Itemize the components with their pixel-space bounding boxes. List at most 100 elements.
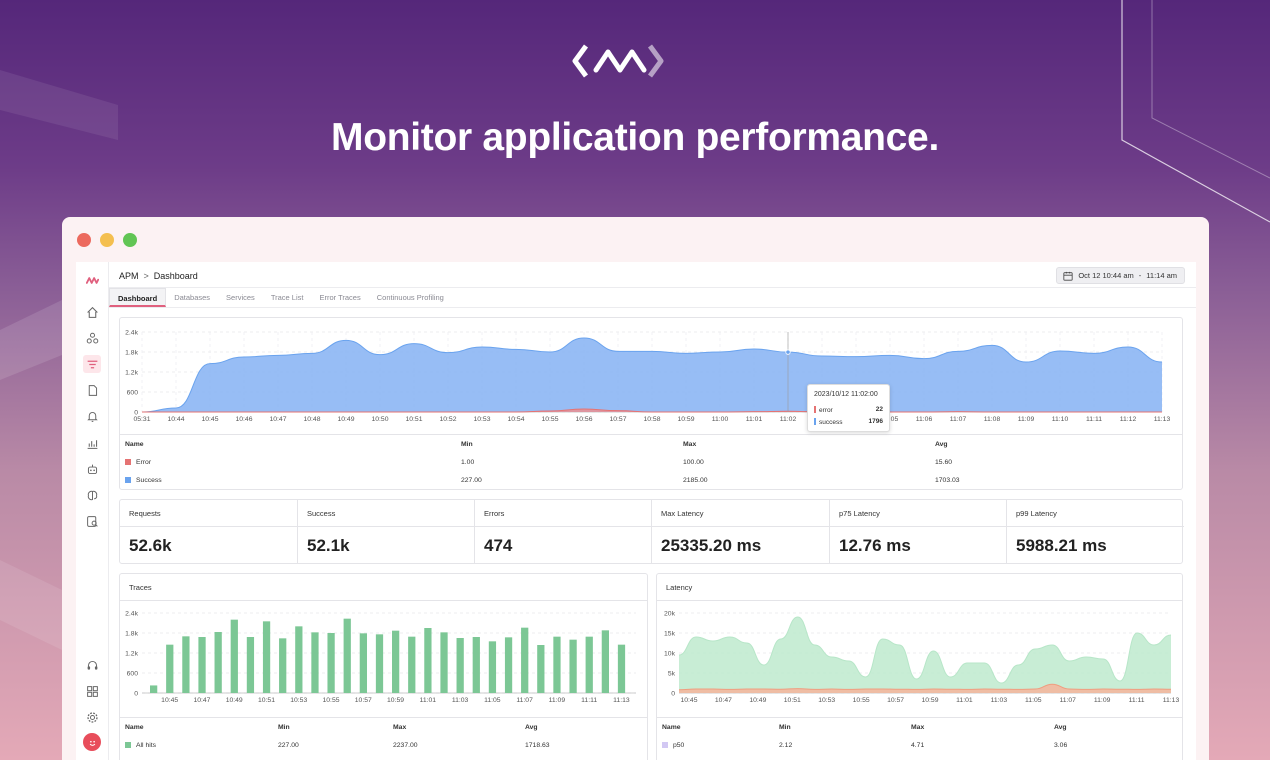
stat-p99-latency: p99 Latency 5988.21 ms — [1007, 500, 1184, 564]
bar — [392, 630, 400, 693]
tab-services[interactable]: Services — [226, 293, 255, 302]
traces-chart[interactable]: 0 600 1.2k 1.8k 2.4k 10:45 10:47 10:49 10:51 10:5… — [120, 601, 647, 717]
minimize-dot[interactable] — [100, 233, 114, 247]
stat-label: Success — [307, 509, 336, 518]
x-tick-label: 10:55 — [853, 697, 870, 704]
date-range-picker[interactable]: Oct 12 10:44 am - 11:14 am — [1056, 267, 1185, 284]
date-range-dash: - — [1138, 271, 1142, 280]
table-row[interactable]: p50 2.12 4.71 3.06 — [657, 736, 1182, 754]
tooltip-title: 2023/10/12 11:02:00 — [814, 391, 878, 398]
traces-card: Traces 0 600 1.2k 1.8k 2.4k 10:45 10:47 10:49 10… — [119, 573, 648, 760]
stat-value: 25335.20 ms — [661, 536, 762, 555]
row-max: 4.71 — [911, 742, 925, 749]
tab-trace-list[interactable]: Trace List — [270, 293, 304, 302]
bar — [262, 621, 271, 693]
x-tick-label: 10:55 — [323, 697, 340, 704]
headset-icon[interactable] — [83, 656, 101, 674]
x-tick-label: 11:01 — [420, 697, 437, 704]
y-tick-label: 0 — [671, 691, 675, 698]
x-tick-label: 10:45 — [201, 416, 218, 423]
x-tick-label: 11:02 — [780, 416, 797, 423]
cursor-point — [785, 349, 791, 355]
x-tick-label: 10:57 — [609, 416, 626, 423]
y-tick-label: 0 — [134, 691, 138, 698]
x-tick-label: 11:11 — [1086, 416, 1102, 423]
row-avg: 1718.63 — [525, 742, 550, 749]
x-tick-label: 11:03 — [452, 697, 469, 704]
latency-card: Latency 0 5k 10k 15k 20k 10:45 10:47 10:49 10:51… — [656, 573, 1183, 760]
logo-icon[interactable] — [83, 271, 101, 289]
tab-databases[interactable]: Databases — [174, 293, 211, 302]
breadcrumb-root[interactable]: APM — [119, 271, 139, 281]
sidebar — [76, 262, 109, 760]
table-row[interactable]: Error 1.00 100.00 15.60 — [120, 453, 1182, 471]
row-min: 2.12 — [779, 742, 793, 749]
cluster-icon[interactable] — [83, 329, 101, 347]
close-dot[interactable] — [77, 233, 91, 247]
col-max: Max — [911, 724, 925, 731]
stat-value: 474 — [484, 536, 513, 555]
x-tick-label: 11:01 — [956, 697, 973, 704]
latency-chart[interactable]: 0 5k 10k 15k 20k 10:45 10:47 10:49 10:51 10:53 10:… — [657, 601, 1182, 717]
tooltip-row-name: success — [819, 419, 843, 426]
x-tick-label: 10:49 — [337, 416, 354, 423]
x-tick-label: 10:57 — [887, 697, 904, 704]
x-tick-label: 10:47 — [715, 697, 732, 704]
tab-continuous-profiling[interactable]: Continuous Profiling — [376, 293, 444, 302]
tooltip-row: error 22 — [814, 406, 883, 416]
avatar[interactable] — [83, 733, 101, 751]
x-tick-label: 11:07 — [516, 697, 533, 704]
x-tick-label: 10:51 — [784, 697, 801, 704]
x-tick-label: 10:59 — [921, 697, 938, 704]
y-tick-label: 10k — [664, 651, 676, 658]
tab-bar: Dashboard Databases Services Trace List … — [109, 288, 1196, 308]
x-tick-label: 11:05 — [484, 697, 501, 704]
bar — [150, 685, 158, 693]
x-tick-label: 11:03 — [991, 697, 1008, 704]
x-tick-label: 11:05 — [1025, 697, 1042, 704]
tab-dashboard[interactable]: Dashboard — [109, 288, 167, 307]
x-tick-label: 10:45 — [680, 697, 697, 704]
stat-value: 5988.21 ms — [1016, 536, 1107, 555]
card-title: Latency — [666, 583, 693, 592]
col-min: Min — [461, 441, 473, 448]
x-tick-label: 11:09 — [549, 697, 566, 704]
maximize-dot[interactable] — [123, 233, 137, 247]
robot-icon[interactable] — [83, 460, 101, 478]
row-min: 227.00 — [461, 477, 482, 484]
error-series-line — [142, 408, 1162, 413]
row-min: 1.00 — [461, 459, 475, 466]
y-tick-label: 0 — [134, 410, 138, 417]
tab-error-traces[interactable]: Error Traces — [319, 293, 361, 302]
app-window: APM > Dashboard Oct 12 10:44 am - 11:14 am… — [62, 217, 1209, 760]
home-icon[interactable] — [83, 303, 101, 321]
x-tick-label: 10:51 — [405, 416, 422, 423]
p50-series-area — [679, 684, 1171, 693]
col-avg: Avg — [1054, 724, 1067, 731]
tooltip-row: success 1796 — [814, 418, 883, 428]
user-search-icon[interactable] — [83, 512, 101, 530]
table-row[interactable]: Success 227.00 2185.00 1703.03 — [120, 471, 1182, 489]
x-tick-label: 10:53 — [290, 697, 307, 704]
document-icon[interactable] — [83, 381, 101, 399]
y-tick-label: 1.2k — [125, 651, 138, 658]
gear-icon[interactable] — [83, 708, 101, 726]
chart-icon[interactable] — [83, 434, 101, 452]
bell-icon[interactable] — [83, 407, 101, 425]
requests-chart[interactable]: 0 600 1.2k 1.8k 2.4k 05:31 10:44 10:45 10:46 10:4… — [120, 318, 1182, 434]
row-name: All hits — [125, 742, 156, 749]
brain-icon[interactable] — [83, 486, 101, 504]
bar — [327, 633, 335, 693]
bar — [359, 633, 367, 693]
table-row[interactable]: All hits 227.00 2237.00 1718.63 — [120, 736, 647, 754]
tooltip-row-value: 22 — [875, 406, 883, 413]
apm-icon[interactable] — [83, 355, 101, 373]
grid-icon[interactable] — [83, 682, 101, 700]
bar — [246, 637, 255, 693]
y-tick-label: 20k — [664, 611, 676, 618]
requests-table: Name Min Max Avg Error 1.00 100.00 15.60… — [120, 434, 1182, 489]
x-tick-label: 10:47 — [269, 416, 286, 423]
y-tick-label: 2.4k — [125, 611, 138, 618]
y-tick-label: 2.4k — [125, 330, 138, 337]
bar — [521, 627, 529, 693]
